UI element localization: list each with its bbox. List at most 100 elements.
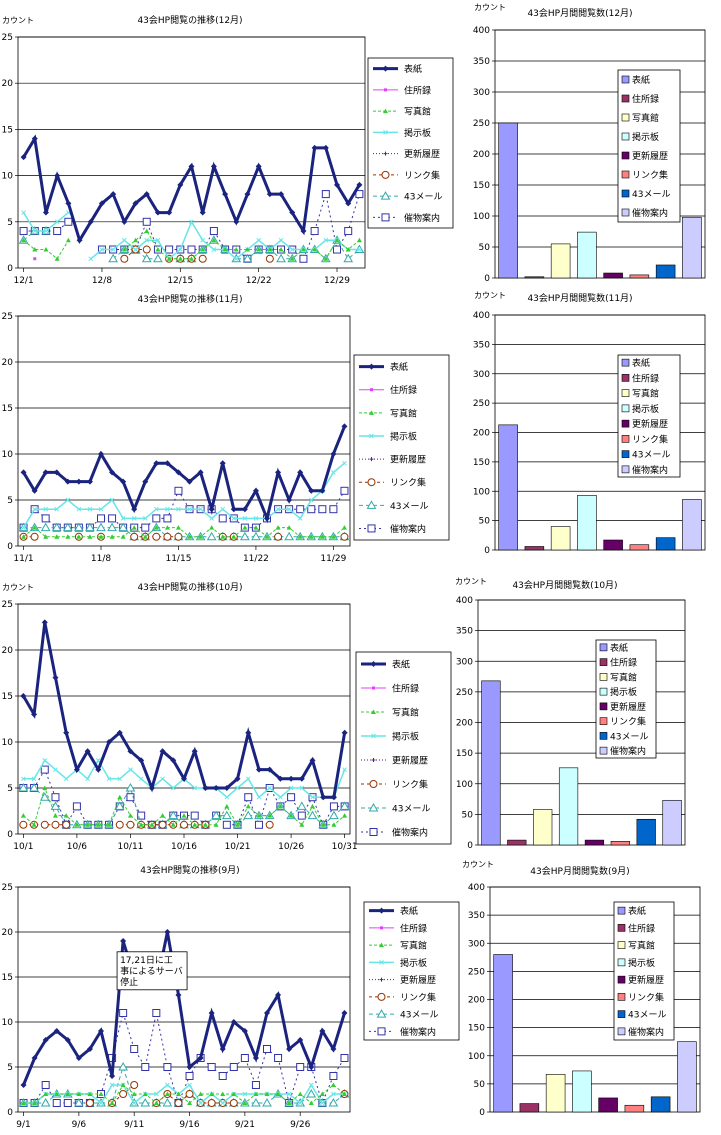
data-point — [165, 245, 174, 254]
data-point — [209, 227, 218, 236]
legend-swatch — [599, 732, 608, 740]
data-point — [255, 163, 262, 170]
y-tick-label: 100 — [456, 780, 473, 790]
data-point — [108, 514, 117, 523]
data-point — [253, 1091, 259, 1096]
bar-4 — [603, 272, 623, 279]
legend-label: 更新履歴 — [632, 150, 668, 162]
data-point — [312, 247, 318, 252]
data-point — [191, 748, 198, 755]
legend-marker — [378, 907, 385, 914]
data-point — [357, 247, 362, 252]
data-point — [164, 929, 171, 935]
data-point — [20, 1082, 27, 1088]
data-point — [153, 525, 159, 530]
data-point — [43, 506, 49, 512]
data-point — [118, 522, 128, 532]
legend-label: 写真館 — [628, 940, 655, 952]
legend-label: 催物案内 — [390, 523, 426, 535]
data-point — [166, 256, 172, 261]
data-point — [231, 534, 237, 539]
data-point — [213, 822, 219, 827]
y-axis-label: カウント — [2, 583, 34, 592]
data-point — [170, 785, 176, 791]
data-point — [121, 247, 127, 252]
data-point — [127, 813, 133, 818]
legend-label: リンク集 — [390, 477, 426, 489]
legend-swatch — [621, 113, 630, 122]
bar-5 — [624, 1104, 645, 1113]
data-point — [286, 525, 292, 530]
legend-label: 表紙 — [392, 659, 410, 671]
bar-chart-5: 43会HP月間閲覧数(10月) カウント 0 50 100 150 200 250 300 350… — [455, 577, 686, 851]
data-point — [63, 776, 69, 782]
data-point — [138, 757, 145, 764]
data-point — [118, 1061, 128, 1071]
y-tick-label: 0 — [7, 1108, 13, 1118]
data-point — [85, 522, 95, 532]
legend-label: 掲示板 — [632, 403, 659, 415]
data-point — [321, 190, 330, 199]
legend-swatch — [621, 358, 630, 367]
legend-label: 催物案内 — [392, 827, 428, 839]
x-tick-label: 12/8 — [92, 276, 112, 286]
bar-0 — [498, 122, 518, 279]
series-2 — [20, 785, 348, 827]
data-point — [198, 254, 207, 263]
data-point — [199, 209, 206, 216]
x-tick-label: 11/15 — [165, 554, 191, 564]
legend-label: 更新履歴 — [610, 701, 646, 713]
x-tick-label: 9/16 — [179, 1120, 199, 1130]
legend-label: 住所録 — [632, 372, 659, 384]
y-tick-label: 300 — [473, 370, 490, 380]
data-point — [308, 487, 315, 494]
legend-swatch — [621, 189, 630, 198]
plot-area — [489, 886, 701, 1113]
bar-1 — [519, 1103, 540, 1113]
x-tick-label: 10/6 — [67, 842, 87, 852]
data-point — [121, 237, 127, 243]
legend-label: 催物案内 — [610, 745, 646, 757]
legend-label: 43メール — [632, 190, 670, 200]
data-point — [142, 534, 148, 539]
data-point — [223, 785, 230, 791]
bar-2 — [533, 809, 553, 846]
chart-title: 43会HP月間閲覧数(9月) — [530, 865, 629, 877]
legend-label: 掲示板 — [390, 430, 417, 442]
data-point — [254, 820, 263, 829]
data-point — [206, 531, 217, 541]
legend-swatch — [621, 374, 630, 382]
y-tick-label: 100 — [468, 1052, 485, 1062]
y-tick-label: 25 — [2, 600, 13, 610]
data-point — [98, 1028, 104, 1034]
legend-marker — [371, 758, 376, 762]
data-point — [310, 794, 315, 800]
data-point — [229, 1099, 238, 1107]
data-point — [109, 534, 115, 539]
data-point — [160, 776, 165, 782]
series-2 — [21, 1082, 347, 1105]
line-chart-0: 43会HP閲覧の推移(12月) カウント 0 5 10 15 20 25 12/1 12/8 12/… — [2, 14, 454, 286]
data-point — [130, 1081, 139, 1089]
x-tick-label: 9/1 — [16, 1120, 30, 1130]
data-point — [208, 1010, 215, 1016]
data-point — [245, 776, 251, 782]
data-point — [162, 1097, 173, 1107]
data-point — [221, 810, 232, 820]
data-point — [87, 534, 93, 539]
y-tick-label: 150 — [473, 181, 490, 191]
data-point — [20, 469, 27, 476]
data-point — [96, 522, 106, 532]
data-point — [130, 1045, 139, 1053]
data-point — [342, 460, 347, 466]
y-axis-label: カウント — [474, 291, 506, 300]
data-point — [329, 810, 339, 820]
data-point — [33, 257, 37, 261]
data-point — [244, 793, 253, 802]
y-tick-label: 0 — [484, 546, 490, 556]
annotation-box — [116, 951, 188, 991]
data-point — [331, 1091, 336, 1097]
bar-7 — [682, 499, 702, 551]
y-tick-label: 100 — [473, 212, 490, 222]
